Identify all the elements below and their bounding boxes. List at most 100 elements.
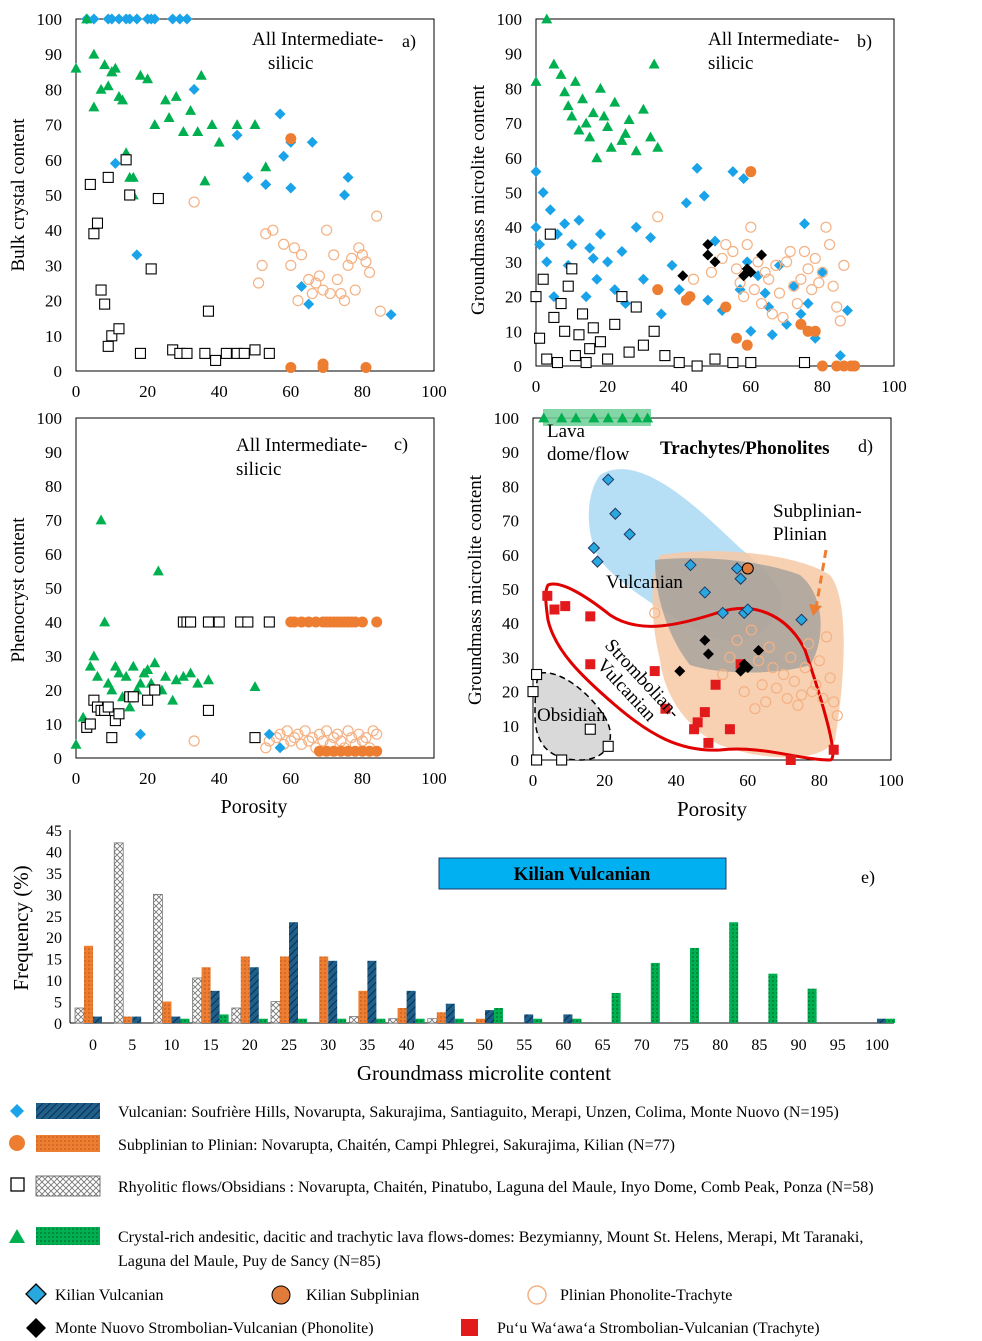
- data-point-triangle: [185, 105, 197, 115]
- panel-d-ylabel: Groundmass microlite content: [465, 474, 486, 705]
- data-point-diamond-dark: [674, 665, 686, 677]
- data-point-diamond-dark: [699, 634, 711, 646]
- data-point-triangle: [142, 664, 154, 674]
- data-point-triangle: [192, 677, 204, 688]
- y-tick-label: 60: [45, 545, 62, 564]
- data-point-circle-open: [813, 655, 826, 667]
- data-point-triangle: [91, 670, 103, 681]
- histogram-bar: [270, 1001, 281, 1024]
- histogram-bar: [210, 990, 220, 1023]
- panel-e-bars: [74, 842, 895, 1024]
- data-point-square-open: [691, 360, 703, 372]
- data-point-circle-open: [770, 682, 783, 694]
- data-point-circle-open: [785, 651, 797, 664]
- data-point-circle-open: [777, 668, 790, 681]
- y-tick-label: 10: [502, 717, 519, 736]
- data-point-square-open: [102, 171, 114, 183]
- y-tick-label: 70: [45, 116, 62, 135]
- data-point-square-open: [548, 311, 560, 323]
- histogram-bar: [807, 988, 817, 1023]
- y-tick-label: 100: [37, 409, 63, 428]
- data-point-circle-open: [295, 738, 308, 751]
- data-point-circle-open: [767, 662, 779, 674]
- data-point-circle-open: [260, 742, 272, 754]
- data-point-diamond: [534, 239, 546, 251]
- data-point-square-open: [220, 347, 232, 359]
- x-tick-label: 40: [211, 382, 228, 401]
- data-point-circle-filled: [795, 318, 807, 330]
- data-point-triangle: [160, 670, 171, 681]
- panel-d-axes: 0 20 40 60 80 100 0 10 20 30 40 50 60 70 80 90 100: [494, 409, 904, 790]
- data-point-diamond: [781, 318, 793, 330]
- histogram-bar: [436, 1012, 446, 1023]
- data-point-diamond-dark: [702, 648, 714, 660]
- data-point-square-open: [623, 346, 635, 358]
- x-tick-label: 45: [438, 1037, 454, 1054]
- data-point-circle-open: [716, 252, 728, 265]
- data-point-square-filled: [660, 703, 671, 714]
- data-point-square-open: [84, 178, 96, 190]
- y-tick-label: 30: [502, 648, 519, 667]
- data-point-square-filled: [710, 679, 721, 690]
- data-point-circle-filled: [741, 339, 753, 351]
- data-point-circle-open: [788, 675, 800, 687]
- data-point-triangle: [580, 117, 592, 128]
- data-point-triangle: [163, 112, 175, 122]
- data-point-circle-open: [328, 731, 340, 744]
- data-point-square-open: [142, 694, 154, 706]
- x-tick-label: 60: [282, 769, 299, 788]
- data-point-triangle: [109, 62, 121, 73]
- data-point-circle-open: [303, 735, 315, 747]
- histogram-bar: [476, 1018, 485, 1023]
- data-point-diamond: [306, 136, 318, 148]
- data-point-triangle: [70, 738, 82, 749]
- data-point-square-open: [541, 353, 553, 365]
- data-point-circle-open: [820, 631, 833, 643]
- data-point-square-open: [584, 723, 596, 735]
- data-point-circle-open: [816, 266, 829, 278]
- data-point-triangle: [142, 73, 154, 84]
- data-point-kilian-diamond: [716, 606, 729, 620]
- data-point-diamond: [188, 83, 200, 95]
- data-point-circle-open: [306, 287, 318, 300]
- legend: Vulcanian: Soufrière Hills, Novarupta, S…: [9, 1103, 874, 1338]
- data-point-circle-open: [792, 699, 804, 711]
- data-point-triangle: [177, 126, 189, 137]
- histogram-bar: [877, 1018, 886, 1023]
- data-point-triangle: [645, 131, 657, 142]
- data-point-circle-open: [738, 685, 750, 698]
- panel-b-letter: b): [857, 31, 872, 52]
- data-point-diamond: [131, 13, 143, 25]
- x-tick-label: 80: [811, 771, 828, 790]
- data-point-circle-open: [321, 725, 333, 737]
- panel-c-title-line1: All Intermediate-: [236, 435, 367, 456]
- data-point-circle-filled: [371, 745, 383, 757]
- data-point-triangle: [149, 119, 161, 129]
- histogram-bar: [358, 990, 368, 1023]
- data-point-circle-open: [756, 679, 768, 691]
- data-point-circle-open: [278, 238, 290, 250]
- lava-zone-label-line2: dome/flow: [547, 444, 630, 465]
- data-point-circle-open: [724, 651, 736, 664]
- data-point-triangle: [630, 145, 642, 156]
- data-point-triangle: [202, 674, 214, 685]
- y-tick-label: 0: [54, 749, 63, 768]
- y-tick-label: 90: [505, 45, 522, 64]
- data-point-circle-open: [360, 256, 372, 268]
- data-point-diamond: [698, 190, 710, 202]
- histogram-bar: [427, 1018, 438, 1024]
- data-point-circle-open: [288, 731, 300, 744]
- data-point-triangle: [556, 412, 568, 423]
- x-tick-label: 40: [399, 1037, 415, 1054]
- legend-open-square-icon: [10, 1177, 25, 1192]
- panel-e-ylabel: Frequency (%): [9, 865, 33, 990]
- histogram-bar: [376, 1018, 386, 1023]
- legend-triangle-icon: [9, 1229, 25, 1243]
- histogram-bar: [415, 1018, 425, 1023]
- x-tick-label: 0: [532, 377, 541, 396]
- legend-crystal-rich-text-line1: Crystal-rich andesitic, dacitic and trac…: [118, 1229, 863, 1246]
- data-point-circle-filled: [684, 291, 696, 303]
- data-point-square-filled: [549, 604, 560, 615]
- data-point-square-open: [95, 284, 107, 296]
- y-tick-label: 10: [505, 322, 522, 341]
